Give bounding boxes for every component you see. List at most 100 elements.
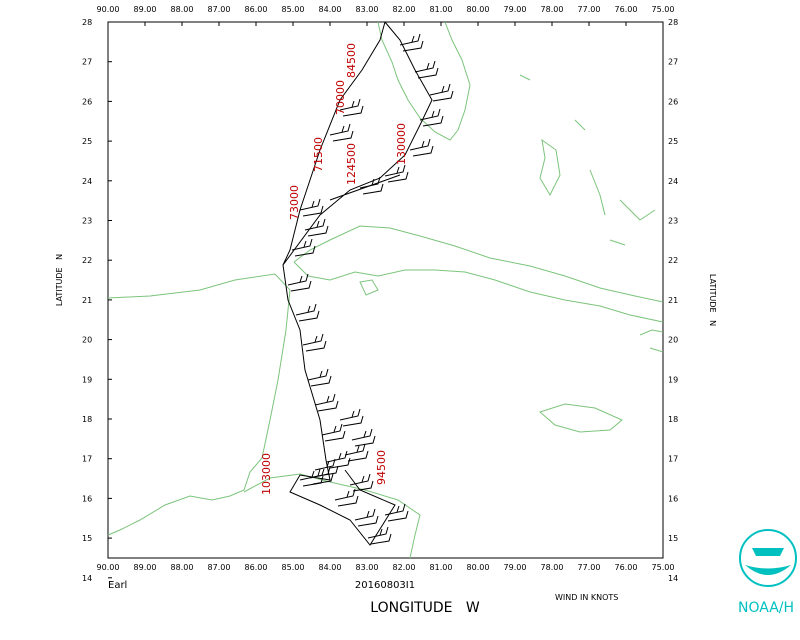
wind-barb	[298, 310, 320, 322]
lon-tick-bottom: 84.00	[319, 563, 342, 572]
wind-barb	[317, 400, 339, 412]
wind-barb	[304, 218, 326, 231]
x-axis-label: LONGITUDE W	[370, 600, 480, 616]
track-line	[282, 21, 433, 546]
lon-tick-top: 81.00	[430, 5, 453, 14]
lat-tick-right: 21	[668, 296, 678, 305]
wind-barb	[299, 198, 321, 211]
lon-tick-top: 87.00	[208, 5, 231, 14]
storm-name: Earl	[108, 580, 127, 591]
wind-barb	[414, 60, 436, 73]
lat-tick-left: 23	[82, 217, 92, 226]
lon-tick-top: 80.00	[467, 5, 490, 14]
wind-barb	[422, 115, 444, 127]
wind-barb	[342, 105, 364, 117]
bahamas	[519, 74, 656, 246]
isle-of-youth	[359, 279, 379, 296]
wind-barb	[332, 130, 354, 142]
altitude-label: 94500	[375, 450, 388, 485]
lat-tick-left: 24	[82, 177, 92, 186]
wind-barb	[339, 408, 361, 421]
wind-barb	[399, 33, 421, 46]
wind-barb	[326, 450, 348, 463]
wind-barb	[429, 83, 451, 96]
wind-barb	[367, 526, 389, 539]
wind-barb	[337, 495, 359, 507]
altitude-label: 124500	[345, 143, 358, 185]
agency: NOAA/H	[738, 600, 794, 616]
lat-tick-right: 20	[668, 336, 678, 345]
wind-barb	[344, 443, 366, 456]
wind-barb	[302, 475, 324, 487]
honduras	[243, 473, 421, 559]
lat-tick-left: 18	[82, 415, 92, 424]
wind-barb	[384, 503, 406, 516]
wind-barb	[324, 430, 346, 442]
lon-tick-top: 78.00	[541, 5, 564, 14]
lon-tick-top: 77.00	[578, 5, 601, 14]
lat-tick-right: 22	[668, 256, 678, 265]
lat-tick-right: 24	[668, 177, 678, 186]
altitude-label: 84500	[345, 43, 358, 78]
wind-barb	[402, 40, 424, 52]
altitude-label: 70000	[334, 80, 347, 115]
wind-barb	[351, 428, 373, 441]
lat-tick-right: 19	[668, 375, 678, 384]
wind-barb	[305, 340, 327, 352]
lat-tick-left: 16	[82, 494, 92, 503]
cuba	[293, 225, 664, 323]
wind-barb	[354, 508, 376, 521]
wind-note: WIND IN KNOTS	[555, 593, 618, 602]
wind-barb	[294, 245, 316, 257]
wind-barb	[412, 145, 434, 157]
lon-tick-top: 76.00	[615, 5, 638, 14]
wind-barb	[302, 205, 324, 217]
wind-barb	[314, 393, 336, 406]
wind-barb	[287, 273, 309, 286]
lon-tick-top: 83.00	[356, 5, 379, 14]
lon-tick-bottom: 76.00	[615, 563, 638, 572]
noaa-logo	[739, 529, 797, 587]
lon-tick-top: 86.00	[245, 5, 268, 14]
wind-barb	[317, 465, 339, 477]
wind-barb	[291, 238, 313, 251]
jamaica	[539, 403, 623, 433]
y-axis-label-left: LATITUDE N	[55, 254, 64, 306]
wind-barb	[387, 171, 409, 183]
lon-tick-bottom: 90.00	[97, 563, 120, 572]
lat-tick-right: 26	[668, 97, 678, 106]
lon-tick-top: 84.00	[319, 5, 342, 14]
lon-tick-bottom: 80.00	[467, 563, 490, 572]
lat-tick-left: 20	[82, 336, 92, 345]
lat-tick-right: 17	[668, 455, 678, 464]
altitude-label: 73000	[288, 185, 301, 220]
altitude-label: 71500	[312, 137, 325, 172]
lat-tick-right: 23	[668, 217, 678, 226]
lat-tick-left: 15	[82, 534, 92, 543]
lat-tick-right: 27	[668, 58, 678, 67]
lat-tick-left: 27	[82, 58, 92, 67]
wind-barb	[314, 458, 336, 471]
wind-barb	[417, 67, 439, 79]
lon-tick-top: 75.00	[652, 5, 675, 14]
lat-tick-left: 14	[82, 574, 92, 583]
wind-barb	[362, 183, 384, 195]
hispaniola	[639, 329, 664, 353]
lat-tick-right: 18	[668, 415, 678, 424]
y-axis-label-right: LATITUDE N	[708, 274, 717, 326]
lon-tick-bottom: 83.00	[356, 563, 379, 572]
lon-tick-bottom: 81.00	[430, 563, 453, 572]
lon-tick-top: 85.00	[282, 5, 305, 14]
lon-tick-top: 88.00	[171, 5, 194, 14]
lon-tick-bottom: 82.00	[393, 563, 416, 572]
wind-barb	[432, 90, 454, 102]
wind-barb	[295, 303, 317, 316]
wind-barb	[370, 533, 392, 545]
wind-barb	[354, 435, 376, 447]
lon-tick-bottom: 79.00	[504, 563, 527, 572]
lat-tick-left: 19	[82, 375, 92, 384]
wind-barb	[302, 333, 324, 346]
wind-barb	[384, 164, 406, 177]
wind-barb	[329, 123, 351, 136]
